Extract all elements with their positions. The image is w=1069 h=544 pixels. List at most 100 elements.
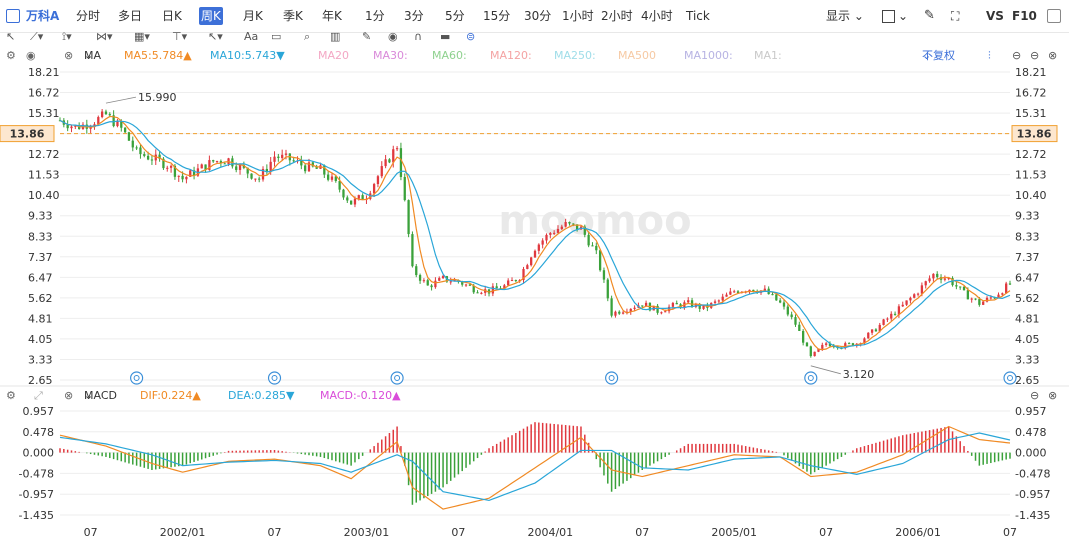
zoom-icon[interactable]: ⌕ — [304, 30, 311, 43]
f10-button[interactable]: F10 — [1012, 9, 1037, 23]
edit-icon[interactable]: ✎ — [362, 30, 372, 43]
close-indicator-icon[interactable]: ⊗ — [64, 49, 74, 62]
candle-body — [763, 288, 766, 291]
trendline-icon[interactable]: ⟋▾ — [30, 30, 44, 43]
macd-settings-icon[interactable]: ⚙ — [6, 389, 16, 402]
wave-icon[interactable]: ⋈▾ — [96, 30, 113, 43]
candle-body — [847, 343, 851, 345]
candle-body — [587, 234, 590, 246]
pen-icon[interactable]: ✎ — [924, 8, 935, 23]
macd-remove-icon[interactable]: ⊗ — [1048, 389, 1058, 402]
comment-icon[interactable]: ▭ — [271, 30, 282, 43]
x-tick-label: 2005/01 — [711, 526, 757, 539]
ma-legend-item[interactable]: MA60: — [432, 49, 467, 62]
trash-icon[interactable]: ▬ — [440, 30, 451, 43]
candle-body — [495, 286, 498, 289]
candle-body — [541, 240, 544, 245]
price-tick-left: 2.65 — [28, 374, 53, 387]
price-tick-right: 2.65 — [1015, 374, 1040, 387]
timeframe-tab[interactable]: 3分 — [404, 9, 424, 23]
macd-legend-item[interactable]: DEA:0.285▼ — [228, 389, 295, 402]
timeframe-tab[interactable]: 1分 — [365, 9, 385, 23]
candle-body — [798, 324, 801, 331]
ma-legend-item[interactable]: MA1000: — [684, 49, 733, 62]
candle-body — [790, 314, 793, 318]
timeframe-tab[interactable]: 年K — [322, 9, 342, 23]
adjust-dropdown[interactable]: 不复权 ⌄ — [922, 49, 955, 62]
timeframe-tab[interactable]: 分时 — [76, 9, 101, 23]
candle-body — [913, 294, 916, 298]
ma-legend-item[interactable]: MA120: — [490, 49, 532, 62]
timeframe-tab[interactable]: 4小时 — [641, 9, 673, 23]
timeframe-tab[interactable]: 15分 — [483, 9, 511, 23]
vs-button[interactable]: VS — [986, 9, 1004, 23]
candle-body — [166, 167, 169, 169]
layout-icon[interactable] — [882, 10, 895, 23]
polyline-icon[interactable]: ⟟▾ — [62, 30, 72, 43]
candle-body — [874, 329, 878, 332]
price-tick-left: 15.31 — [28, 107, 60, 120]
candle-body — [304, 165, 307, 172]
chart-icon[interactable]: ▥ — [330, 30, 341, 43]
ma-legend-item[interactable]: MA10:5.743▼ — [210, 49, 285, 62]
cursor-icon[interactable]: ↖ — [6, 30, 16, 43]
expand-icon[interactable]: ⤢ — [34, 389, 43, 402]
timeframe-tab[interactable]: 2小时 — [601, 9, 633, 23]
window-icon[interactable] — [1047, 9, 1061, 23]
macd-legend: ⚙ ⤢ ⊗ MACD ⌄ DIF:0.224▲ DEA:0.285▼ MACD:-0… — [0, 388, 1069, 404]
ma-legend-item[interactable]: MA500 — [618, 49, 657, 62]
timeframe-tab[interactable]: 1小时 — [562, 9, 594, 23]
timeframe-tab[interactable]: 30分 — [524, 9, 552, 23]
timeframe-tab[interactable]: 月K — [243, 9, 263, 23]
candle-body — [970, 298, 973, 300]
fullscreen-icon[interactable]: ⛶ — [951, 9, 960, 23]
macd-minus-icon[interactable]: ⊖ — [1030, 389, 1040, 402]
candle-body — [905, 300, 908, 305]
collapse-icon[interactable]: ⊖ — [1012, 49, 1022, 62]
candle-body — [372, 184, 376, 194]
minus-icon[interactable]: ⊖ — [1030, 49, 1040, 62]
visibility-icon[interactable]: ◉ — [26, 49, 36, 62]
candle-body — [621, 312, 625, 314]
display-menu[interactable]: 显示 ⌄ — [826, 9, 864, 23]
remove-icon[interactable]: ⊗ — [1048, 49, 1058, 62]
ma-legend-item[interactable]: MA1: — [754, 49, 782, 62]
candle-body — [411, 234, 414, 267]
candle-body — [311, 162, 314, 167]
eye-icon[interactable]: ◉ — [388, 30, 398, 43]
timeframe-tab[interactable]: 日K — [162, 9, 182, 23]
fib-icon[interactable]: ▦▾ — [134, 30, 150, 43]
candle-body — [962, 286, 966, 291]
macd-legend-item[interactable]: DIF:0.224▲ — [140, 389, 201, 402]
candle-body — [1005, 283, 1008, 294]
measure-icon[interactable]: ⊤▾ — [172, 30, 188, 43]
timeframe-tab[interactable]: 周K — [199, 7, 223, 25]
text-icon[interactable]: Aa — [244, 30, 259, 43]
stock-name[interactable]: 万科A — [26, 9, 60, 23]
timeframe-tab[interactable]: Tick — [686, 9, 710, 23]
candle-body — [625, 311, 629, 313]
ma-legend-item[interactable]: MA20 — [318, 49, 350, 62]
sub-indicator-name[interactable]: MACD ⌄ — [84, 389, 117, 402]
panel-toggle-icon[interactable] — [6, 9, 20, 23]
chart-style-icon[interactable]: ⫶ — [988, 49, 991, 62]
timeframe-tab[interactable]: 季K — [283, 9, 303, 23]
timeframe-tab[interactable]: 多日 — [118, 9, 143, 23]
arrow-icon[interactable]: ↖▾ — [208, 30, 223, 43]
macd-tick-left: 0.478 — [23, 426, 55, 439]
main-indicator-name[interactable]: MA ⌄ — [84, 49, 102, 62]
candle-body — [779, 300, 782, 303]
candle-body — [629, 308, 632, 312]
macd-legend-item[interactable]: MACD:-0.120▲ — [320, 389, 401, 402]
sync-icon[interactable]: ⊜ — [466, 30, 476, 43]
magnet-icon[interactable]: ∩ — [414, 30, 423, 43]
ma-legend-item[interactable]: MA5:5.784▲ — [124, 49, 192, 62]
price-tick-right: 4.05 — [1015, 333, 1040, 346]
ma-legend-item[interactable]: MA250: — [554, 49, 596, 62]
settings-icon[interactable]: ⚙ — [6, 49, 16, 62]
ma-legend-item[interactable]: MA30: — [373, 49, 408, 62]
close-macd-icon[interactable]: ⊗ — [64, 389, 74, 402]
timeframe-tab[interactable]: 5分 — [445, 9, 465, 23]
layout-dropdown-icon[interactable]: ⌄ — [898, 9, 909, 23]
